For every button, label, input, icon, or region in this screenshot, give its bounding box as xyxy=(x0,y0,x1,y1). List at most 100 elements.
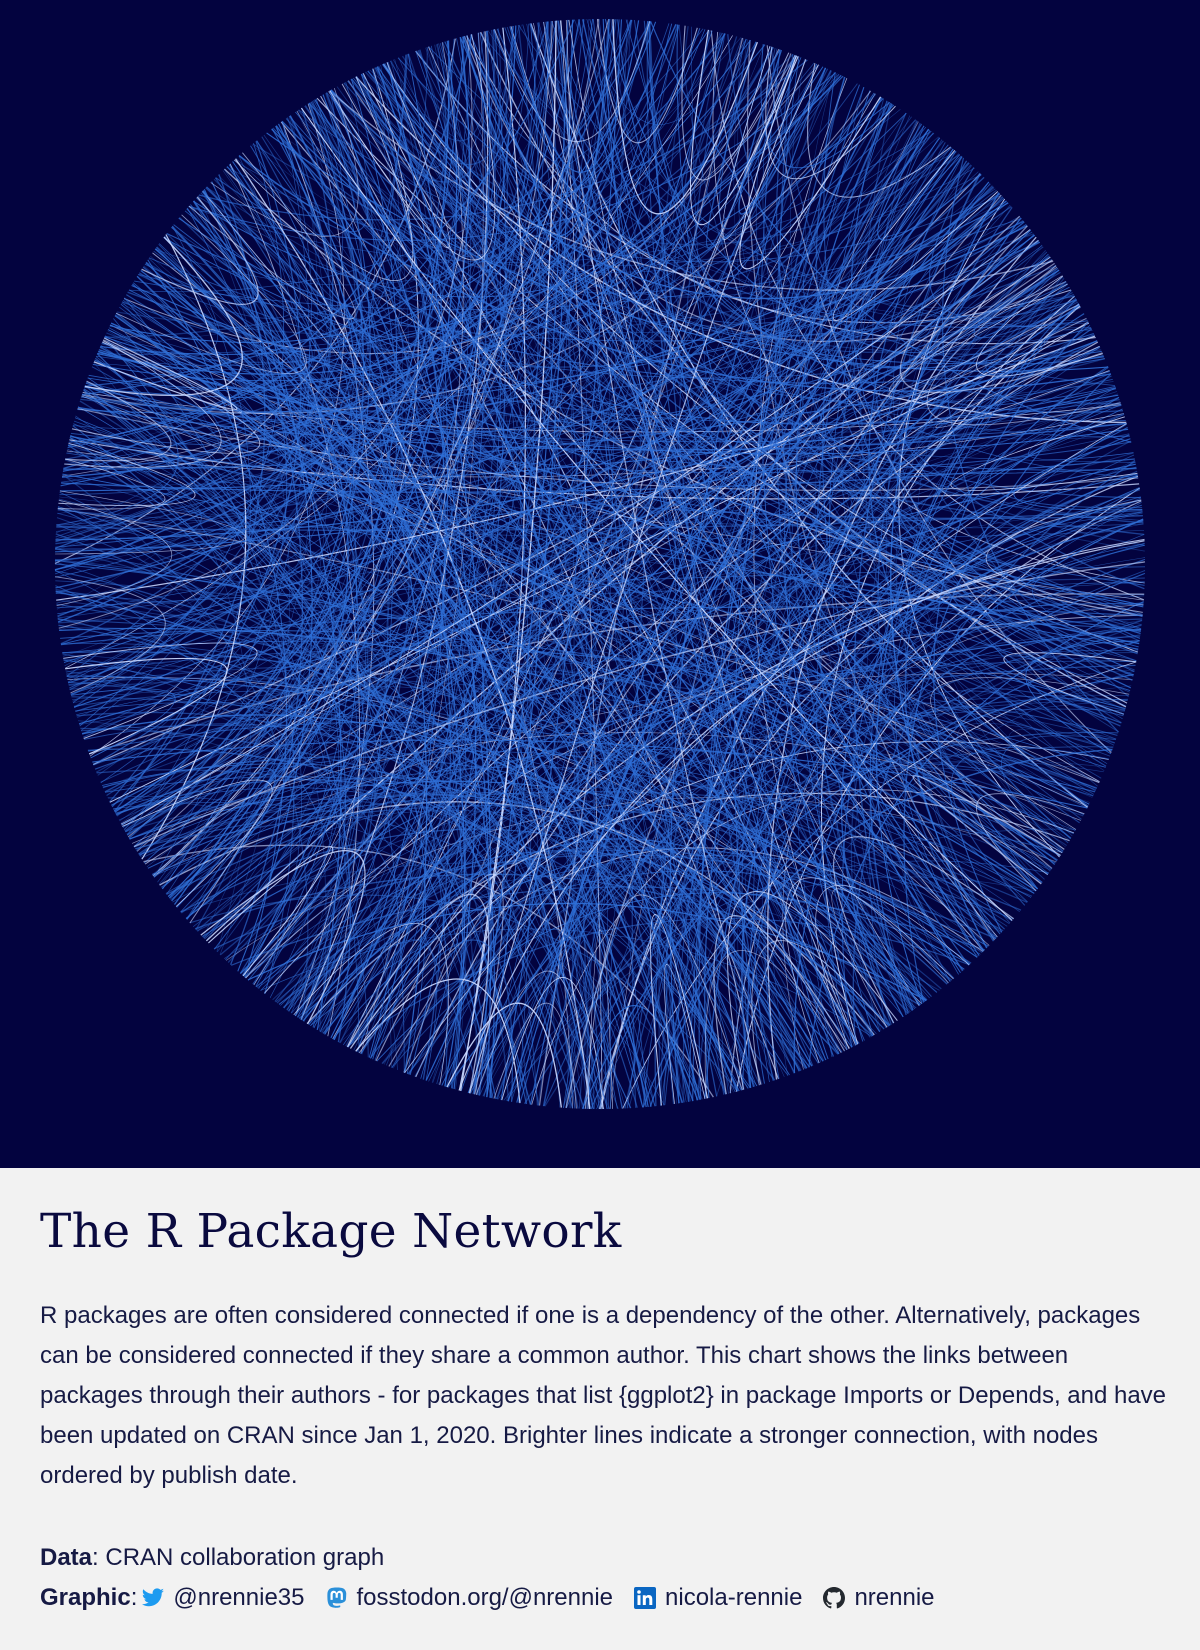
network-edge xyxy=(62,653,492,1098)
network-edge xyxy=(511,204,1011,1102)
network-edge xyxy=(347,893,490,1094)
network-edge xyxy=(643,20,1107,767)
network-edge xyxy=(94,714,313,878)
network-edge xyxy=(62,473,1126,710)
network-edge xyxy=(203,132,934,939)
network-edge xyxy=(170,245,1043,900)
network-edge xyxy=(234,76,414,281)
network-edge xyxy=(153,250,955,979)
network-edge xyxy=(333,196,1004,1040)
network-edge xyxy=(950,416,1138,491)
network-edge xyxy=(675,669,1135,1104)
network-edge xyxy=(308,103,389,1035)
network-edge xyxy=(128,289,1131,692)
mastodon-handle[interactable]: fosstodon.org/@nrennie xyxy=(325,1584,613,1612)
network-edge xyxy=(385,24,678,1066)
linkedin-handle[interactable]: nicola-rennie xyxy=(633,1584,802,1612)
network-edge xyxy=(324,346,1100,1035)
network-edge xyxy=(128,102,365,839)
network-edge xyxy=(458,538,1145,1091)
network-edge xyxy=(928,167,1077,319)
network-edge xyxy=(941,157,1119,733)
network-edge xyxy=(330,29,495,183)
network-edge xyxy=(894,367,1109,958)
network-edge xyxy=(132,282,618,1109)
network-edge xyxy=(662,283,1068,1106)
network-edge xyxy=(479,32,1093,331)
github-handle[interactable]: nrennie xyxy=(822,1584,935,1612)
network-edge xyxy=(1025,640,1140,755)
network-edge xyxy=(87,748,749,1089)
network-edge xyxy=(383,913,471,1083)
network-edge xyxy=(115,214,307,374)
network-edge xyxy=(131,732,1082,844)
network-edge xyxy=(167,92,875,897)
network-edge xyxy=(256,140,576,1109)
network-edge xyxy=(923,246,1073,358)
graphic-credit-line: Graphic: @nrennie35 fosstodon.org/@nrenn… xyxy=(40,1584,955,1612)
network-edge xyxy=(84,241,1040,399)
network-edge xyxy=(122,618,1143,828)
network-edge xyxy=(155,248,739,1092)
network-edge xyxy=(1008,728,1115,805)
network-edge xyxy=(565,225,1028,1109)
network-edge xyxy=(121,229,1031,826)
network-edge xyxy=(391,969,528,1105)
network-edge xyxy=(63,658,1033,897)
network-edge xyxy=(343,82,1143,616)
network-edge xyxy=(789,87,865,1058)
network-edge xyxy=(665,896,795,1105)
twitter-handle[interactable]: @nrennie35 xyxy=(141,1584,305,1612)
network-edge xyxy=(227,150,956,963)
network-edge xyxy=(329,34,496,261)
network-edge xyxy=(123,200,288,830)
network-edge xyxy=(850,98,1098,787)
network-edge xyxy=(208,846,334,977)
network-edge xyxy=(153,810,917,1009)
network-edge xyxy=(148,258,334,941)
network-edge xyxy=(288,43,472,1012)
network-edge xyxy=(101,37,742,345)
network-edge xyxy=(126,176,985,836)
network-edge xyxy=(375,66,1116,409)
network-edge xyxy=(935,345,1110,428)
network-edge xyxy=(195,38,455,931)
network-edge xyxy=(56,21,548,527)
network-edge xyxy=(110,197,313,377)
network-edge xyxy=(116,233,1034,338)
network-edge xyxy=(62,19,633,657)
network-edge xyxy=(649,748,1113,1107)
network-edge xyxy=(775,56,874,1036)
network-edge xyxy=(360,939,513,1102)
network-edge xyxy=(82,29,497,735)
network-edge xyxy=(957,602,1144,724)
network-edge xyxy=(193,200,595,1110)
network-edge xyxy=(509,20,640,173)
network-edge xyxy=(727,891,898,1090)
network-edge xyxy=(322,434,1130,1034)
network-edge xyxy=(589,761,1104,1109)
network-edge xyxy=(419,49,690,1102)
network-edge xyxy=(55,548,624,1109)
network-edge xyxy=(542,101,890,1107)
network-edge xyxy=(57,370,1110,615)
network-graph xyxy=(54,18,1146,1110)
network-edge xyxy=(78,463,1136,725)
network-edge xyxy=(141,196,259,306)
network-edge xyxy=(101,46,774,364)
network-edge xyxy=(125,44,765,832)
network-edge xyxy=(912,775,1061,885)
network-edge xyxy=(86,382,1094,796)
network-edge xyxy=(55,299,1077,548)
network-edge xyxy=(241,30,491,976)
network-edge xyxy=(81,725,981,955)
network-edge xyxy=(370,504,1142,1059)
network-edge xyxy=(574,19,1074,309)
network-edge xyxy=(67,681,838,1055)
network-edge xyxy=(153,120,310,878)
network-edge xyxy=(71,696,1028,903)
network-edge xyxy=(62,654,626,1109)
network-edge xyxy=(202,393,1118,938)
network-edge xyxy=(466,35,1141,499)
network-edge xyxy=(115,778,652,1107)
